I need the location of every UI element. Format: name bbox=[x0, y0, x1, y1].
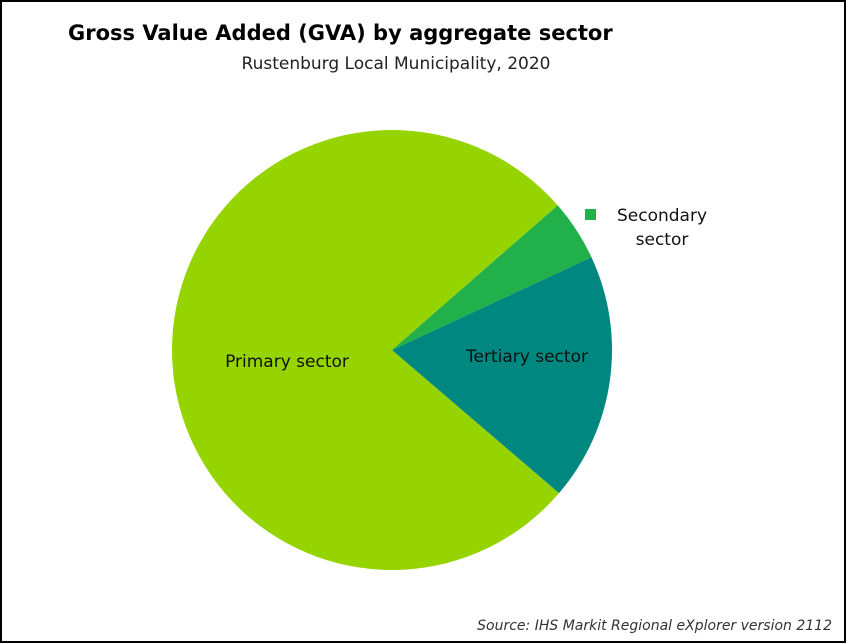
pie-slice bbox=[171, 129, 560, 570]
slice-label: Secondary sector bbox=[616, 206, 708, 250]
chart-title: Gross Value Added (GVA) by aggregate sec… bbox=[68, 21, 613, 45]
chart-subtitle: Rustenburg Local Municipality, 2020 bbox=[242, 54, 551, 74]
source-note: Source: IHS Markit Regional eXplorer ver… bbox=[477, 618, 832, 634]
slice-label: Primary sector bbox=[225, 352, 349, 372]
pie-slice bbox=[392, 205, 592, 350]
pie-slice bbox=[392, 257, 612, 494]
legend-swatch bbox=[585, 209, 596, 220]
pie bbox=[171, 129, 612, 570]
slice-label: Tertiary sector bbox=[465, 347, 588, 367]
